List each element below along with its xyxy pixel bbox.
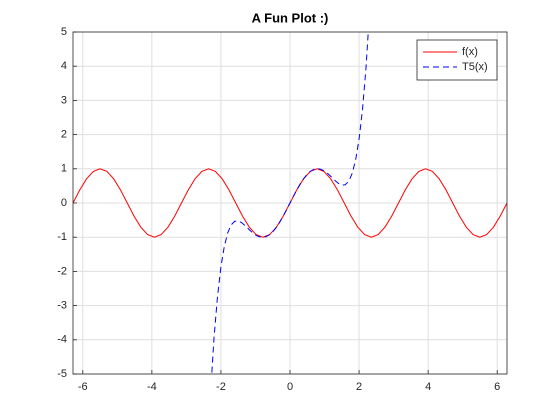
legend-label: T5(x) <box>462 61 488 73</box>
y-tick-label: -5 <box>57 368 67 380</box>
y-tick-label: -2 <box>57 265 67 277</box>
y-tick-label: 1 <box>61 163 67 175</box>
y-tick-label: 4 <box>61 60 67 72</box>
x-tick-label: -2 <box>216 381 226 393</box>
y-tick-label: -3 <box>57 300 67 312</box>
x-tick-label: -4 <box>147 381 157 393</box>
y-tick-label: 5 <box>61 26 67 38</box>
y-tick-label: 2 <box>61 129 67 141</box>
legend-label: f(x) <box>462 46 478 58</box>
series-line <box>211 32 369 374</box>
y-tick-label: -1 <box>57 231 67 243</box>
y-tick-label: 0 <box>61 197 67 209</box>
legend-box <box>416 39 498 81</box>
x-tick-label: 0 <box>287 381 293 393</box>
y-tick-label: -4 <box>57 334 67 346</box>
x-tick-label: 6 <box>494 381 500 393</box>
x-tick-label: -6 <box>78 381 88 393</box>
x-tick-label: 2 <box>356 381 362 393</box>
x-tick-label: 4 <box>425 381 431 393</box>
chart-title: A Fun Plot :) <box>252 10 329 25</box>
plot-lines <box>73 32 507 374</box>
axes-box <box>72 31 508 375</box>
y-tick-label: 3 <box>61 94 67 106</box>
